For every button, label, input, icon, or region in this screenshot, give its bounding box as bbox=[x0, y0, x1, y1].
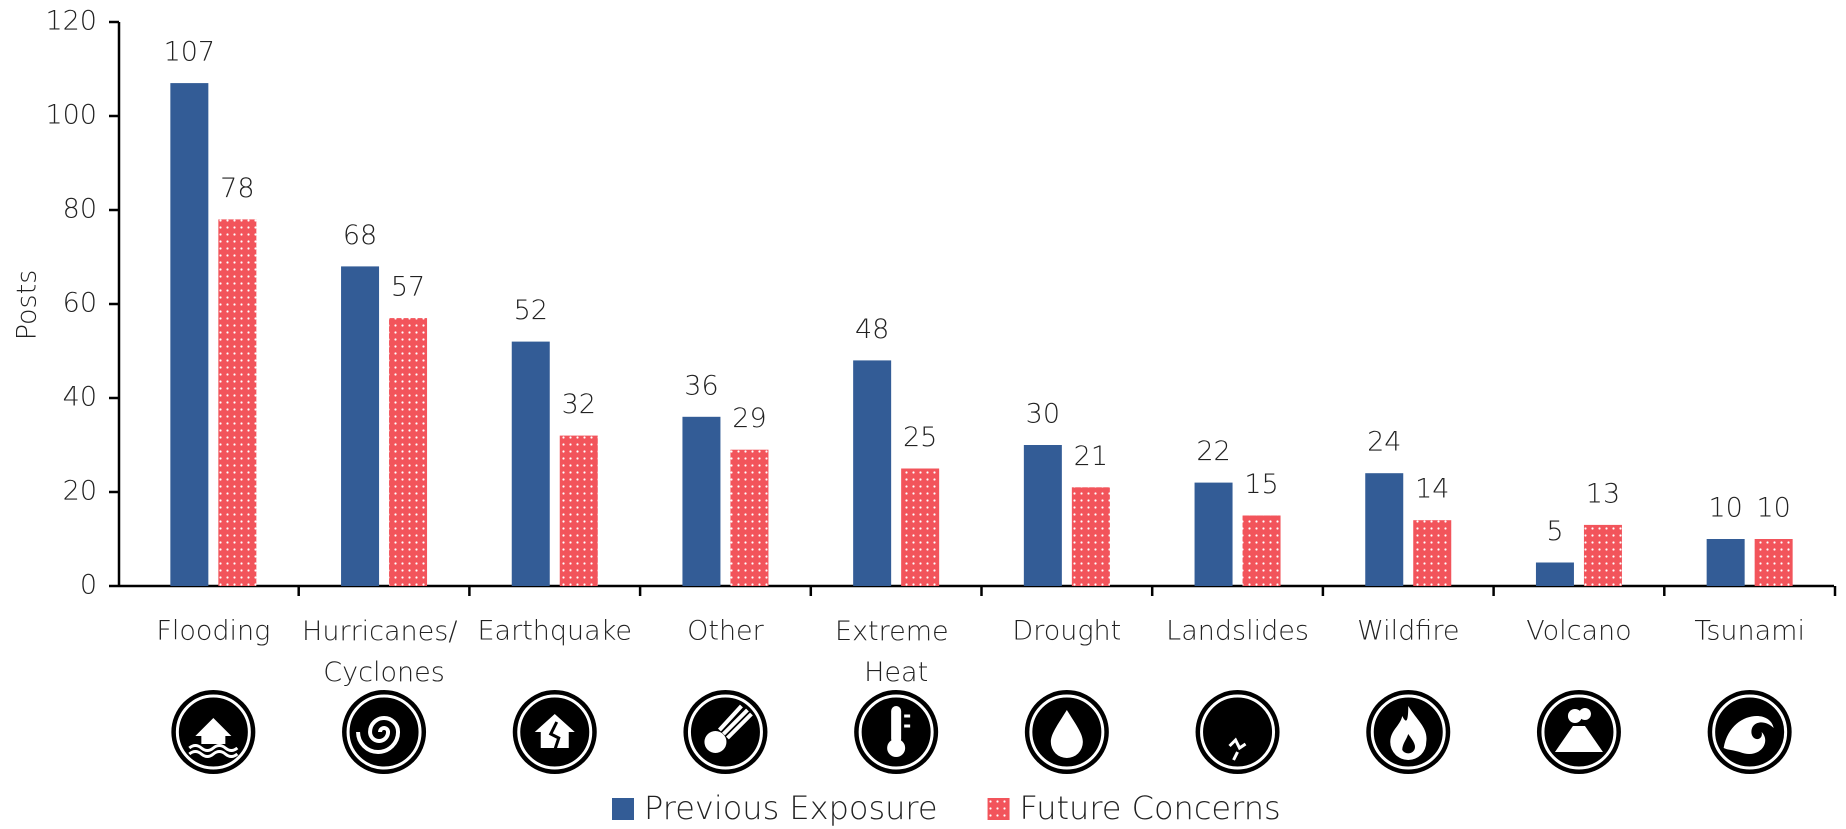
x-tick-label: Tsunami bbox=[1694, 616, 1805, 647]
x-tick-label-line: Cyclones bbox=[323, 657, 445, 688]
bar bbox=[1242, 515, 1281, 586]
bar bbox=[1071, 487, 1110, 586]
bar bbox=[389, 318, 428, 586]
bar bbox=[1706, 539, 1745, 586]
category-icon bbox=[854, 690, 939, 774]
y-tick-label: 20 bbox=[63, 476, 97, 507]
x-tick-label: Hurricanes/ Cyclones bbox=[302, 616, 466, 688]
value-label: 5 bbox=[1546, 516, 1563, 547]
value-label: 13 bbox=[1586, 478, 1620, 509]
value-label: 48 bbox=[855, 314, 889, 345]
bar bbox=[1365, 473, 1404, 586]
bar bbox=[218, 219, 257, 586]
y-tick-label: 60 bbox=[63, 288, 97, 319]
bar bbox=[1535, 562, 1574, 586]
legend-label: Future Concerns bbox=[1020, 789, 1281, 827]
category-icon bbox=[1366, 690, 1451, 774]
x-tick-label-line: Heat bbox=[864, 657, 928, 688]
bar bbox=[170, 83, 209, 586]
x-tick-label: Earthquake bbox=[478, 616, 633, 647]
bar bbox=[1583, 524, 1622, 586]
y-tick-label: 0 bbox=[80, 570, 97, 601]
value-label: 21 bbox=[1074, 441, 1108, 472]
category-icon bbox=[512, 690, 597, 774]
category-icon bbox=[1707, 690, 1792, 774]
value-label: 57 bbox=[391, 272, 425, 303]
value-label: 24 bbox=[1367, 427, 1401, 458]
bar bbox=[730, 449, 769, 586]
category-icon bbox=[683, 690, 768, 774]
x-tick-label-line: Extreme bbox=[835, 616, 957, 647]
bar bbox=[1754, 539, 1793, 586]
x-tick-label: Wildfire bbox=[1357, 616, 1459, 647]
y-tick-label: 120 bbox=[45, 6, 97, 37]
value-label: 52 bbox=[514, 295, 548, 326]
value-label: 30 bbox=[1026, 399, 1060, 430]
bar bbox=[853, 360, 892, 586]
value-label: 10 bbox=[1756, 493, 1790, 524]
bar bbox=[1413, 520, 1452, 586]
value-label: 15 bbox=[1244, 469, 1278, 500]
x-tick-label-line: Hurricanes/ bbox=[302, 616, 466, 647]
bar bbox=[1023, 445, 1062, 586]
x-tick-label: Other bbox=[687, 616, 765, 647]
category-icon bbox=[1536, 690, 1621, 774]
x-tick-label: Flooding bbox=[156, 616, 270, 647]
category-icon bbox=[342, 690, 427, 774]
value-label: 78 bbox=[220, 173, 254, 204]
value-label: 29 bbox=[732, 403, 766, 434]
category-icon bbox=[1195, 690, 1280, 774]
y-tick-label: 80 bbox=[63, 194, 97, 225]
value-label: 14 bbox=[1415, 474, 1449, 505]
bar bbox=[559, 435, 598, 586]
x-tick-label: Landslides bbox=[1166, 616, 1309, 647]
y-tick-label: 40 bbox=[63, 382, 97, 413]
value-label: 10 bbox=[1708, 493, 1742, 524]
bar bbox=[341, 266, 380, 586]
bar bbox=[901, 468, 940, 586]
category-icon bbox=[1024, 690, 1109, 774]
bar bbox=[1194, 482, 1233, 586]
bar bbox=[511, 341, 550, 586]
bar bbox=[682, 416, 721, 586]
legend-swatch bbox=[612, 798, 634, 820]
legend-label: Previous Exposure bbox=[644, 789, 938, 827]
legend-swatch bbox=[987, 798, 1010, 820]
value-label: 32 bbox=[562, 389, 596, 420]
value-label: 36 bbox=[684, 370, 718, 401]
value-label: 107 bbox=[164, 37, 216, 68]
value-label: 25 bbox=[903, 422, 937, 453]
y-tick-label: 100 bbox=[45, 100, 97, 131]
x-tick-label: Extreme Heat bbox=[835, 616, 957, 688]
y-axis-label: Posts bbox=[12, 270, 43, 341]
x-tick-label: Drought bbox=[1012, 616, 1121, 647]
x-tick-label: Volcano bbox=[1526, 616, 1631, 647]
value-label: 22 bbox=[1196, 436, 1230, 467]
value-label: 68 bbox=[343, 220, 377, 251]
category-icon bbox=[171, 690, 256, 774]
